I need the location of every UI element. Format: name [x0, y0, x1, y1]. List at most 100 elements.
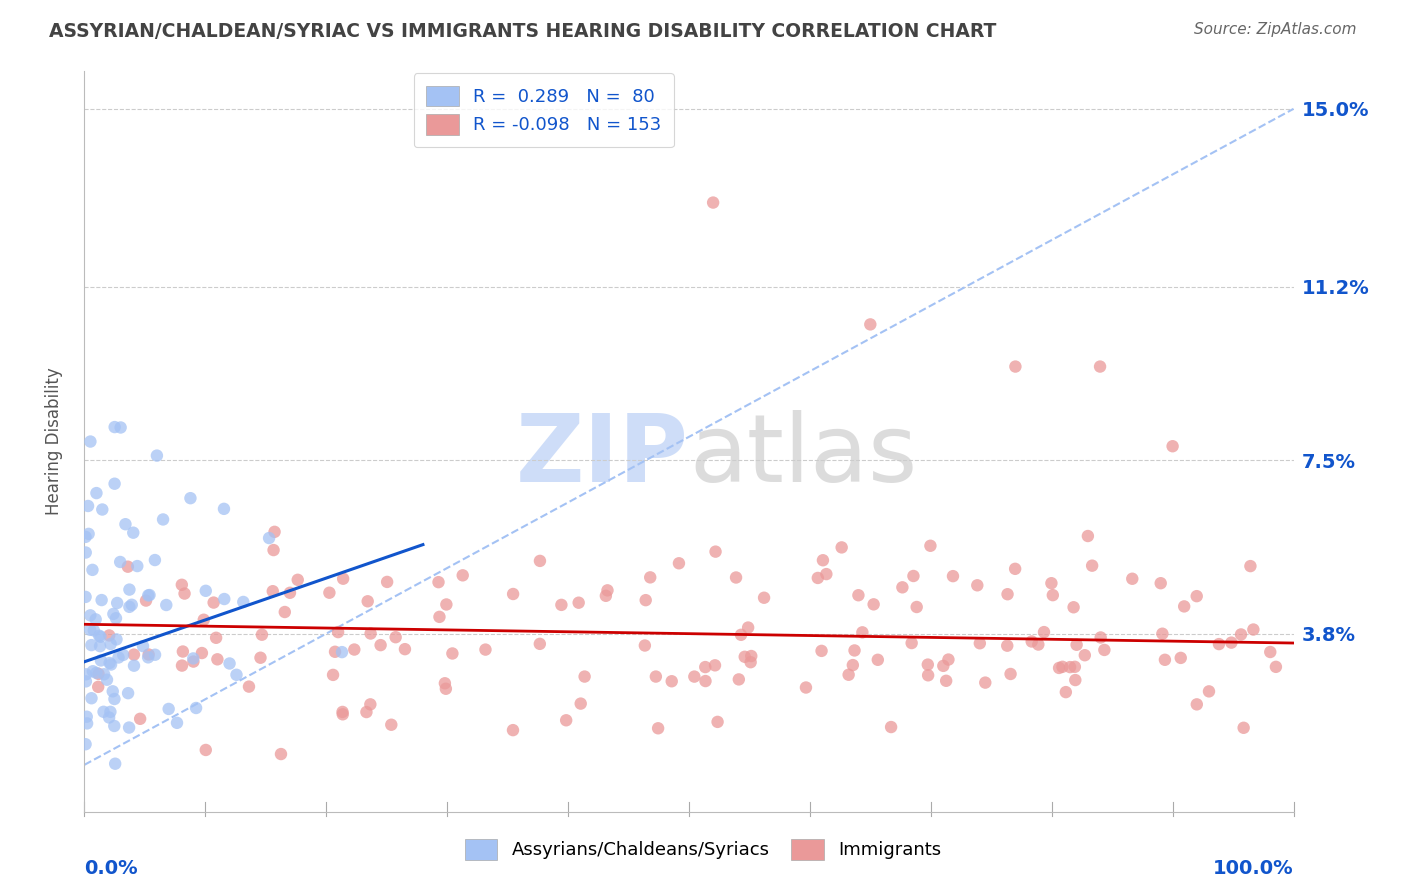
- Point: [80, 638, 103, 652]
- Point: [110, 420, 132, 434]
- Point: [859, 318, 882, 332]
- Point: [1154, 653, 1177, 667]
- Point: [87, 666, 110, 681]
- Point: [138, 648, 160, 662]
- Point: [122, 525, 145, 540]
- Point: [75, 590, 97, 604]
- Point: [1042, 588, 1064, 602]
- Point: [844, 643, 866, 657]
- Point: [1033, 625, 1056, 640]
- Point: [891, 580, 914, 594]
- Point: [433, 676, 456, 690]
- Point: [205, 631, 228, 645]
- Point: [225, 667, 247, 681]
- Point: [332, 707, 354, 722]
- Point: [1152, 626, 1174, 640]
- Point: [287, 573, 309, 587]
- Point: [1264, 660, 1286, 674]
- Point: [157, 702, 180, 716]
- Point: [75, 667, 97, 681]
- Point: [1185, 698, 1208, 712]
- Point: [232, 595, 254, 609]
- Point: [1170, 651, 1192, 665]
- Point: [118, 721, 141, 735]
- Point: [704, 658, 727, 673]
- Point: [704, 544, 727, 558]
- Point: [375, 574, 398, 589]
- Point: [429, 610, 451, 624]
- Point: [966, 578, 988, 592]
- Point: [263, 524, 285, 539]
- Point: [1021, 634, 1043, 648]
- Point: [644, 669, 666, 683]
- Text: Hearing Disability: Hearing Disability: [45, 368, 63, 516]
- Point: [1004, 359, 1026, 374]
- Point: [1150, 576, 1173, 591]
- Point: [661, 674, 683, 689]
- Point: [920, 539, 942, 553]
- Point: [179, 491, 201, 505]
- Point: [740, 648, 762, 663]
- Point: [135, 593, 157, 607]
- Point: [90, 593, 112, 607]
- Point: [136, 650, 159, 665]
- Point: [574, 669, 596, 683]
- Point: [974, 675, 997, 690]
- Point: [451, 568, 474, 582]
- Point: [1090, 631, 1112, 645]
- Point: [730, 628, 752, 642]
- Point: [181, 651, 204, 665]
- Point: [866, 653, 889, 667]
- Point: [96, 673, 118, 687]
- Point: [702, 195, 724, 210]
- Point: [86, 665, 108, 680]
- Point: [752, 591, 775, 605]
- Point: [737, 621, 759, 635]
- Point: [93, 667, 115, 681]
- Point: [1004, 562, 1026, 576]
- Point: [117, 559, 139, 574]
- Point: [91, 502, 114, 516]
- Point: [79, 623, 101, 637]
- Point: [932, 658, 955, 673]
- Point: [502, 723, 524, 738]
- Point: [191, 646, 214, 660]
- Point: [1063, 600, 1085, 615]
- Point: [138, 588, 160, 602]
- Point: [330, 645, 353, 659]
- Point: [1239, 559, 1261, 574]
- Point: [250, 628, 273, 642]
- Point: [529, 637, 551, 651]
- Point: [794, 681, 817, 695]
- Point: [596, 583, 619, 598]
- Text: ZIP: ZIP: [516, 410, 689, 502]
- Text: 0.0%: 0.0%: [84, 859, 138, 878]
- Point: [114, 517, 136, 532]
- Point: [332, 572, 354, 586]
- Point: [80, 691, 103, 706]
- Text: atlas: atlas: [689, 410, 917, 502]
- Point: [318, 585, 340, 599]
- Point: [257, 531, 280, 545]
- Point: [1088, 359, 1111, 374]
- Point: [155, 598, 177, 612]
- Point: [170, 658, 193, 673]
- Point: [811, 553, 834, 567]
- Point: [1233, 721, 1256, 735]
- Point: [1064, 673, 1087, 687]
- Point: [1059, 660, 1081, 674]
- Point: [170, 578, 193, 592]
- Point: [118, 582, 141, 597]
- Point: [1185, 589, 1208, 603]
- Point: [122, 648, 145, 662]
- Point: [104, 420, 127, 434]
- Point: [848, 588, 870, 602]
- Point: [1161, 439, 1184, 453]
- Point: [995, 639, 1018, 653]
- Point: [725, 570, 748, 584]
- Point: [1054, 685, 1077, 699]
- Point: [1026, 638, 1049, 652]
- Point: [76, 716, 98, 731]
- Point: [121, 598, 143, 612]
- Point: [103, 719, 125, 733]
